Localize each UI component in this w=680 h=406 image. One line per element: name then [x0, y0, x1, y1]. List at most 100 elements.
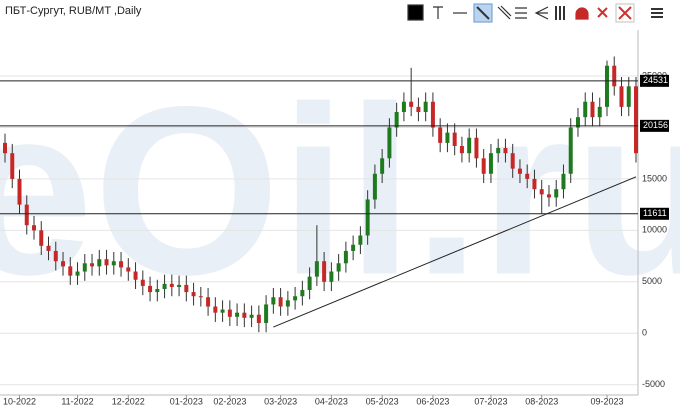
- menu[interactable]: [651, 8, 663, 18]
- toolbar[interactable]: [407, 3, 663, 23]
- candle-body: [17, 178, 22, 205]
- x-tick-label: 05-2023: [366, 396, 399, 406]
- watermark: eOil.ru: [0, 56, 680, 324]
- candle-body: [503, 148, 508, 154]
- candle-body: [467, 137, 472, 154]
- candle-body: [126, 267, 131, 272]
- candle-body: [416, 106, 421, 113]
- y-tick-label: 5000: [642, 276, 662, 286]
- candle-body: [634, 86, 638, 154]
- candle-body: [10, 153, 15, 179]
- level-box: [640, 207, 669, 220]
- candle-body: [438, 127, 443, 143]
- candle-body: [206, 297, 211, 307]
- y-tick-label: 10000: [642, 225, 667, 235]
- candle-body: [488, 153, 493, 174]
- candle-body: [300, 290, 305, 297]
- candle-body: [271, 297, 276, 305]
- tool-channel[interactable]: [497, 5, 512, 20]
- x-tick-label: 03-2023: [264, 396, 297, 406]
- candle-body: [140, 279, 145, 286]
- x-tick-label: 07-2023: [474, 396, 507, 406]
- candle-body: [213, 306, 218, 313]
- candle-body: [198, 296, 203, 298]
- candle-body: [39, 230, 44, 246]
- candle-body: [177, 284, 182, 287]
- level-label: 24531: [643, 75, 668, 85]
- candle-body: [365, 199, 370, 236]
- candle-body: [111, 261, 116, 266]
- candle-body: [148, 285, 153, 293]
- x-tick-label: 09-2023: [590, 396, 623, 406]
- candle-body: [285, 300, 290, 307]
- tool-delete[interactable]: [597, 7, 608, 18]
- candle-body: [474, 137, 479, 159]
- candle-body: [75, 271, 80, 276]
- candle-body: [32, 225, 37, 231]
- y-tick-label: 0: [642, 328, 647, 338]
- candle-body: [387, 127, 392, 159]
- candle-body: [604, 65, 609, 107]
- candle-body: [90, 263, 95, 267]
- candle-body: [626, 86, 631, 107]
- candle-body: [155, 289, 160, 293]
- candle-body: [583, 101, 588, 118]
- candle-body: [278, 297, 283, 307]
- candle-body: [336, 263, 341, 272]
- candle-body: [401, 101, 406, 113]
- candle-body: [380, 158, 385, 174]
- tool-fan[interactable]: [534, 6, 549, 20]
- candle-body: [597, 106, 602, 118]
- candle-body: [53, 250, 58, 262]
- tool-columns[interactable]: [555, 6, 565, 20]
- candle-body: [264, 304, 269, 323]
- level-label: 11611: [643, 208, 667, 218]
- x-tick-label: 02-2023: [213, 396, 246, 406]
- candle-body: [409, 101, 414, 107]
- x-tick-label: 04-2023: [315, 396, 348, 406]
- y-tick-label: -5000: [642, 379, 665, 389]
- candle-body: [575, 117, 580, 128]
- candle-body: [322, 261, 327, 282]
- candle-body: [496, 148, 501, 154]
- plot-area: [0, 30, 639, 398]
- candle-body: [561, 173, 566, 190]
- candle-body: [612, 65, 617, 87]
- level-label: 20156: [643, 120, 668, 130]
- candle-body: [445, 132, 450, 143]
- y-tick-label: 15000: [642, 173, 667, 183]
- tool-levels[interactable]: [515, 7, 527, 19]
- tool-trend-icon: [476, 6, 490, 20]
- candle-body: [554, 189, 559, 198]
- candle-body: [119, 261, 124, 268]
- candle-body: [3, 142, 7, 154]
- x-tick-label: 01-2023: [170, 396, 203, 406]
- candle-body: [351, 244, 356, 251]
- tool-color[interactable]: [407, 4, 424, 21]
- candle-body: [61, 261, 66, 267]
- candle-body: [546, 194, 551, 198]
- candle-body: [459, 145, 464, 154]
- candle-body: [525, 173, 530, 179]
- candle-body: [307, 276, 312, 291]
- candle-body: [293, 296, 298, 301]
- candle-body: [249, 314, 254, 318]
- candle-body: [24, 204, 29, 226]
- candle-body: [169, 283, 174, 287]
- tool-text[interactable]: [433, 6, 443, 19]
- candle-body: [394, 112, 399, 128]
- candle-body: [532, 178, 537, 190]
- candle-body: [227, 309, 232, 317]
- candle-body: [539, 189, 544, 195]
- candle-body: [358, 235, 363, 245]
- candle-body: [430, 101, 435, 128]
- candle-body: [256, 314, 261, 323]
- tool-delete-all-box[interactable]: [615, 3, 635, 23]
- tool-arc[interactable]: [575, 7, 589, 20]
- candle-body: [568, 127, 573, 174]
- level-box: [640, 74, 669, 87]
- candle-body: [517, 168, 522, 174]
- candle-body: [220, 309, 225, 313]
- candle-body: [619, 86, 624, 107]
